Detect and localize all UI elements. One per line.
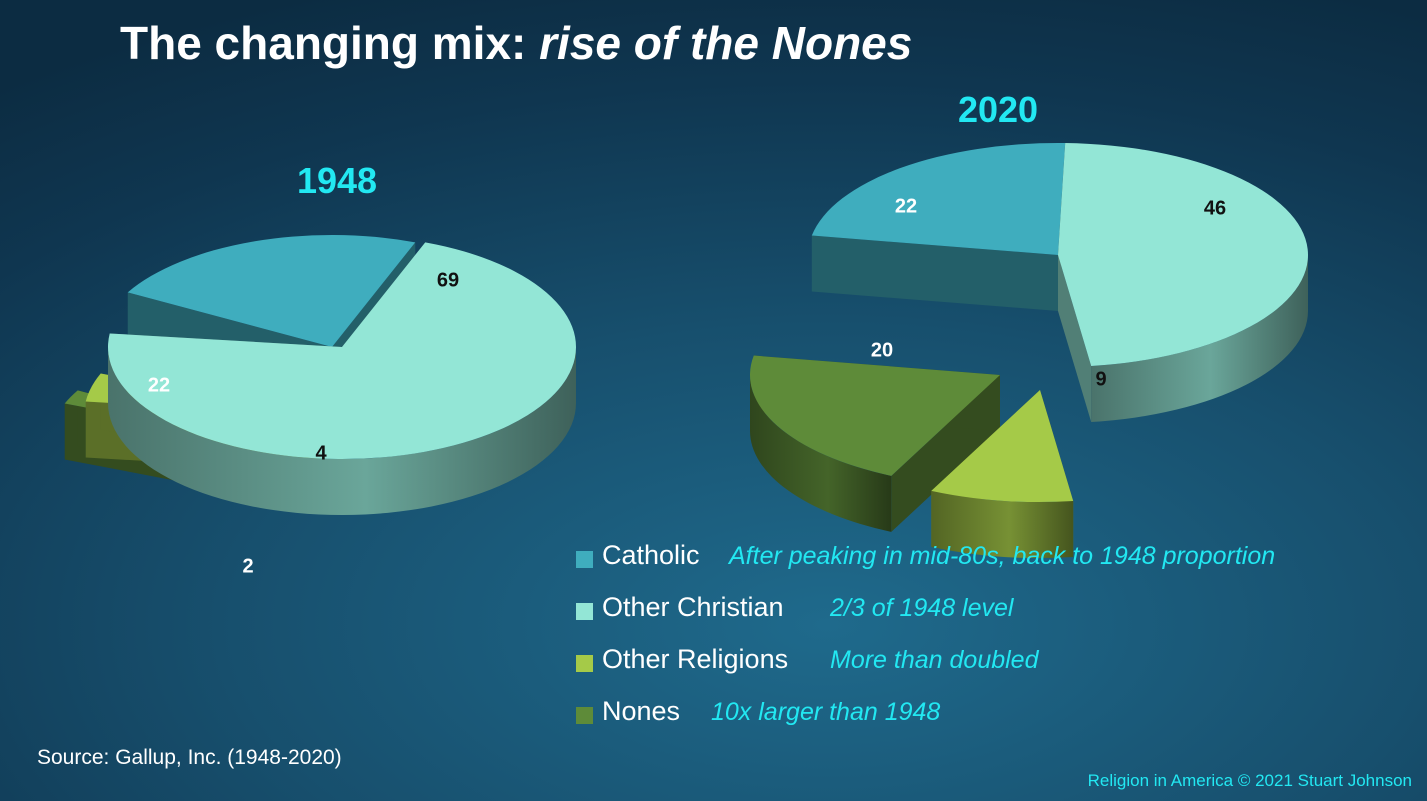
legend-swatch-other-religions: [576, 655, 593, 672]
slice-other-christian-2020: [1058, 143, 1309, 423]
slice-top-nones: [750, 355, 1000, 476]
slice-top-other-christian: [107, 242, 577, 460]
footer-copyright: Religion in America © 2021 Stuart Johnso…: [1087, 771, 1412, 790]
legend-swatch-nones: [576, 707, 593, 724]
source-note: Source: Gallup, Inc. (1948-2020): [37, 746, 342, 769]
slice-top-other-christian: [1058, 143, 1309, 367]
slide-title: The changing mix: rise of the Nones: [120, 16, 912, 70]
legend-note-nones: 10x larger than 1948: [711, 698, 941, 726]
legend-label-nones: Nones: [602, 696, 681, 726]
slice-other-religions-2020: [931, 390, 1074, 558]
slice-top-catholic: [811, 143, 1066, 255]
data-label-other-christian-1948: 69: [437, 269, 459, 291]
legend-label-catholic: Catholic: [602, 540, 700, 570]
legend-note-catholic: After peaking in mid-80s, back to 1948 p…: [729, 542, 1276, 570]
chart-title-2020: 2020: [958, 89, 1038, 130]
legend-label-other-christian: Other Christian: [602, 592, 784, 622]
legend-swatch-other-christian: [576, 603, 593, 620]
slice-other-christian-1948: [107, 242, 577, 515]
data-label-nones-1948: 2: [242, 555, 253, 577]
pie-chart-2020: 2020 22 46 9 20: [750, 89, 1309, 558]
data-label-catholic-1948: 22: [148, 374, 170, 396]
data-label-catholic-2020: 22: [895, 195, 917, 217]
slice-catholic-2020: [811, 143, 1066, 311]
title-main: The changing mix:: [120, 17, 540, 69]
pie-chart-1948: 1948 22 69 4 2: [64, 160, 577, 577]
slice-top-catholic: [127, 235, 416, 347]
data-label-other-religions-1948: 4: [315, 442, 327, 464]
legend-note-other-religions: More than doubled: [830, 646, 1039, 674]
data-label-other-religions-2020: 9: [1095, 368, 1106, 390]
legend-label-other-religions: Other Religions: [602, 644, 789, 674]
title-emphasis: rise of the Nones: [539, 17, 913, 69]
slice-nones-2020: [750, 355, 1000, 532]
legend-swatch-catholic: [576, 551, 593, 568]
chart-title-1948: 1948: [297, 160, 377, 201]
data-label-other-christian-2020: 46: [1204, 197, 1226, 219]
slice-top-other-religions: [931, 390, 1074, 502]
legend-note-other-christian: 2/3 of 1948 level: [830, 594, 1014, 622]
data-label-nones-2020: 20: [871, 339, 893, 361]
